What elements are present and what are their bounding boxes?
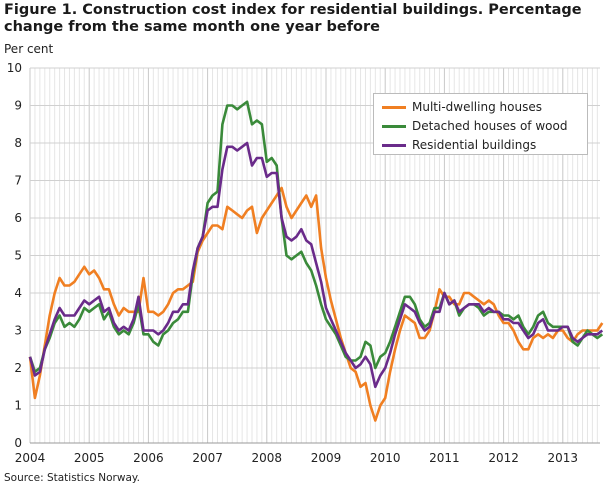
legend-item: Detached houses of wood — [382, 117, 587, 135]
legend-item: Multi-dwelling houses — [382, 98, 587, 116]
y-tick-label: 2 — [14, 361, 22, 375]
series-line-residential-buildings — [28, 141, 604, 389]
y-tick-label: 0 — [14, 436, 22, 450]
x-tick-label: 2010 — [370, 451, 401, 465]
legend-label: Multi-dwelling houses — [412, 100, 542, 114]
legend-swatch — [382, 105, 406, 109]
x-tick-label: 2009 — [311, 451, 342, 465]
y-tick-label: 9 — [14, 99, 22, 113]
x-tick-label: 2004 — [15, 451, 46, 465]
x-tick-label: 2011 — [429, 451, 460, 465]
y-tick-label: 8 — [14, 136, 22, 150]
y-tick-label: 6 — [14, 211, 22, 225]
x-tick-label: 2013 — [548, 451, 579, 465]
y-tick-label: 3 — [14, 324, 22, 338]
x-tick-label: 2005 — [74, 451, 105, 465]
x-tick-label: 2006 — [133, 451, 164, 465]
chart-title: Figure 1. Construction cost index for re… — [4, 2, 582, 35]
x-tick-label: 2007 — [192, 451, 223, 465]
x-tick-label: 2012 — [488, 451, 519, 465]
y-axis-unit-label: Per cent — [4, 42, 54, 56]
legend-swatch — [382, 124, 406, 128]
y-tick-label: 5 — [14, 249, 22, 263]
y-tick-label: 7 — [14, 174, 22, 188]
y-tick-label: 4 — [14, 286, 22, 300]
y-tick-label: 10 — [7, 61, 22, 75]
series-line-multi-dwelling-houses — [28, 186, 604, 422]
legend-label: Detached houses of wood — [412, 119, 568, 133]
source-note: Source: Statistics Norway. — [4, 472, 140, 484]
legend-label: Residential buildings — [412, 138, 537, 152]
y-tick-label: 1 — [14, 399, 22, 413]
x-tick-label: 2008 — [252, 451, 283, 465]
series-line-detached-houses-of-wood — [28, 100, 604, 374]
legend-item: Residential buildings — [382, 136, 587, 154]
legend-swatch — [382, 143, 406, 147]
legend: Multi-dwelling houses Detached houses of… — [373, 93, 588, 155]
